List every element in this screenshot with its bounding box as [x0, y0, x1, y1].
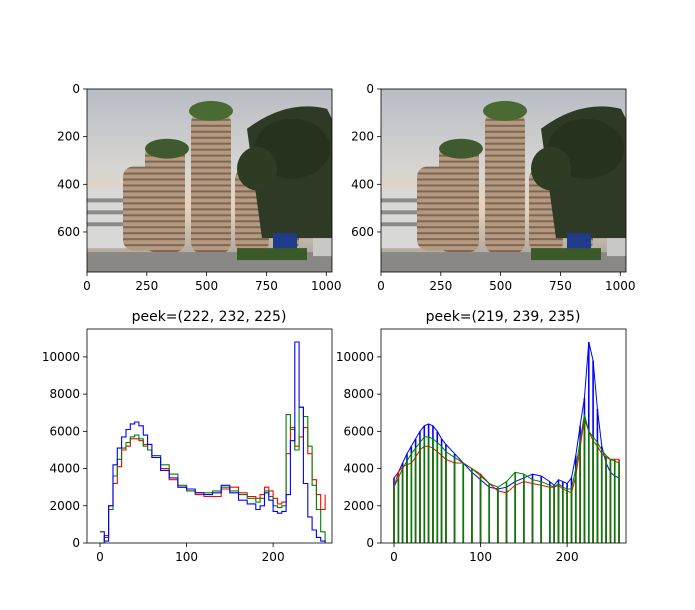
- series-outline: [393, 414, 620, 543]
- x-tick-label: 250: [429, 279, 452, 293]
- y-tick-label: 6000: [343, 424, 374, 438]
- x-ticks: 0 100 200: [390, 543, 579, 564]
- chart-title: peek=(222, 232, 225): [132, 309, 287, 325]
- y-tick-label: 400: [351, 177, 374, 191]
- series-line: [100, 406, 326, 544]
- y-ticks: 0 2000 4000 6000 8000 10000: [336, 350, 381, 550]
- y-tick-label: 200: [57, 130, 80, 144]
- y-tick-label: 6000: [49, 424, 80, 438]
- x-tick-label: 500: [489, 279, 512, 293]
- y-ticks: 0 200 400 600: [351, 82, 381, 239]
- x-tick-label: 100: [469, 550, 492, 564]
- series-line: [100, 341, 326, 543]
- y-tick-label: 8000: [49, 387, 80, 401]
- y-tick-label: 400: [57, 177, 80, 191]
- y-tick-label: 0: [72, 82, 80, 96]
- x-tick-label: 0: [96, 550, 104, 564]
- y-tick-label: 600: [57, 225, 80, 239]
- axes-frame: [86, 88, 333, 273]
- x-tick-label: 1000: [311, 279, 342, 293]
- y-ticks: 0 2000 4000 6000 8000 10000: [42, 350, 87, 550]
- y-tick-label: 8000: [343, 387, 374, 401]
- y-tick-label: 600: [351, 225, 374, 239]
- axes-frame: [380, 328, 627, 544]
- panel-bottom-left: peek=(222, 232, 225) 0 100 200 0 2000 4000 60…: [42, 309, 333, 564]
- panel-top-left: 0 250 500 750 1000 0 200 400 600: [57, 82, 341, 293]
- x-tick-label: 1000: [605, 279, 636, 293]
- series-line: [100, 427, 326, 544]
- panel-bottom-right: peek=(219, 239, 235) 0 100 200 0 2000 4000 60…: [336, 309, 627, 564]
- building-photo: [381, 89, 626, 272]
- x-tick-label: 0: [377, 279, 385, 293]
- x-tick-label: 200: [262, 550, 285, 564]
- x-tick-label: 200: [556, 550, 579, 564]
- y-tick-label: 0: [366, 82, 374, 96]
- x-tick-label: 750: [255, 279, 278, 293]
- x-tick-label: 750: [549, 279, 572, 293]
- y-tick-label: 4000: [343, 462, 374, 476]
- panel-top-right: 0 250 500 750 1000 0 200 400 600: [351, 82, 635, 293]
- plot-area: [100, 341, 326, 544]
- y-tick-label: 200: [351, 130, 374, 144]
- axes-frame: [380, 88, 627, 273]
- x-tick-label: 500: [195, 279, 218, 293]
- series-outline: [393, 341, 620, 543]
- y-tick-label: 10000: [42, 350, 80, 364]
- y-tick-label: 2000: [49, 499, 80, 513]
- y-tick-label: 0: [366, 536, 374, 550]
- chart-title: peek=(219, 239, 235): [426, 309, 581, 325]
- axes-frame: [86, 328, 333, 544]
- x-ticks: 0 100 200: [96, 543, 285, 564]
- y-tick-label: 10000: [336, 350, 374, 364]
- y-ticks: 0 200 400 600: [57, 82, 87, 239]
- x-ticks: 0 250 500 750 1000: [83, 272, 342, 293]
- y-tick-label: 0: [72, 536, 80, 550]
- y-tick-label: 2000: [343, 499, 374, 513]
- x-ticks: 0 250 500 750 1000: [377, 272, 636, 293]
- x-tick-label: 250: [135, 279, 158, 293]
- x-tick-label: 100: [175, 550, 198, 564]
- x-tick-label: 0: [390, 550, 398, 564]
- building-photo: [87, 89, 332, 272]
- y-tick-label: 4000: [49, 462, 80, 476]
- x-tick-label: 0: [83, 279, 91, 293]
- plot-area: [393, 341, 620, 543]
